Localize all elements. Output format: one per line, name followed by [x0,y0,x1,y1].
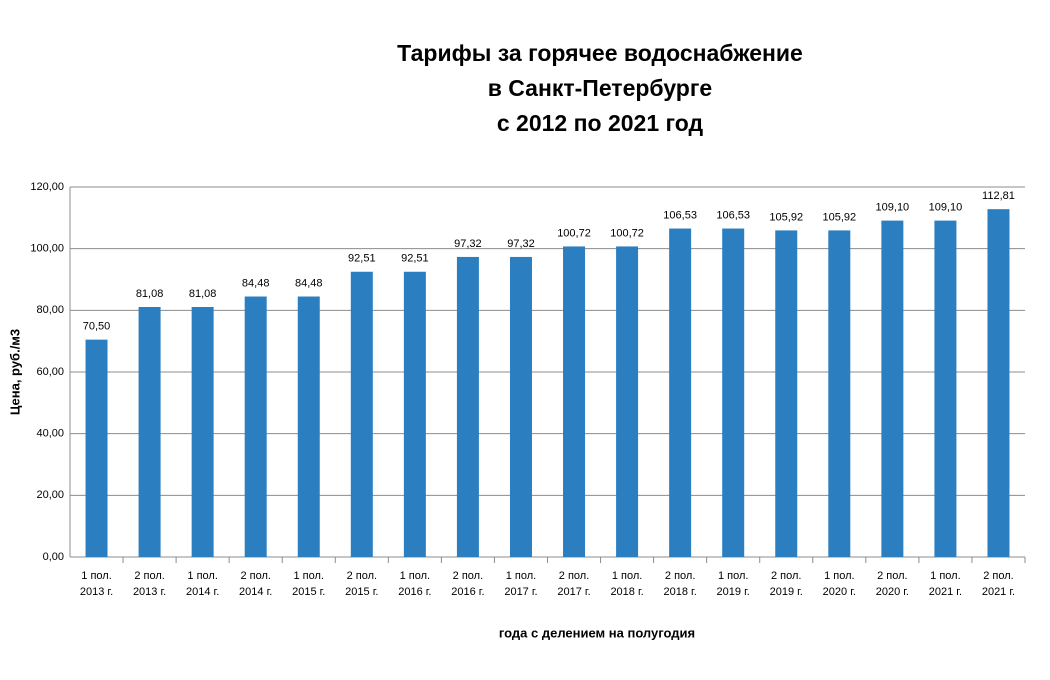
value-label: 109,10 [876,202,910,214]
x-tick-label: 1 пол. [718,570,748,582]
x-tick-label: 2020 г. [823,586,856,598]
x-tick-label: 2014 г. [186,586,219,598]
bar [297,296,320,557]
x-tick-label: 2019 г. [717,586,750,598]
x-tick-label: 1 пол. [506,570,536,582]
bar [350,271,373,557]
y-tick-label: 120,00 [30,181,64,193]
x-tick-label: 2013 г. [133,586,166,598]
bar [509,256,532,557]
x-tick-label: 1 пол. [187,570,217,582]
value-label: 100,72 [610,227,644,239]
bar [828,230,851,557]
x-tick-label: 1 пол. [824,570,854,582]
bar [85,339,108,557]
x-tick-label: 2017 г. [557,586,590,598]
y-tick-label: 40,00 [36,428,64,440]
y-axis-label: Цена, руб./м3 [7,329,22,415]
bar [456,256,479,557]
value-label: 84,48 [295,277,323,289]
x-tick-label: 2 пол. [877,570,907,582]
value-label: 70,50 [83,321,111,333]
bar [987,209,1010,557]
y-tick-label: 60,00 [36,366,64,378]
chart-title: в Санкт-Петербурге [488,75,712,101]
x-tick-label: 2 пол. [771,570,801,582]
x-tick-label: 2016 г. [398,586,431,598]
x-tick-label: 2018 г. [664,586,697,598]
x-tick-label: 2 пол. [240,570,270,582]
bar [563,246,586,558]
y-tick-label: 20,00 [36,489,64,501]
bar [616,246,639,558]
x-tick-label: 1 пол. [400,570,430,582]
x-tick-label: 1 пол. [612,570,642,582]
x-tick-label: 1 пол. [294,570,324,582]
x-tick-label: 2 пол. [347,570,377,582]
value-label: 97,32 [454,238,482,250]
bar [775,230,798,557]
x-tick-label: 2016 г. [451,586,484,598]
bar [191,307,214,557]
value-label: 109,10 [929,202,963,214]
bar [881,220,904,557]
x-tick-label: 2014 г. [239,586,272,598]
x-tick-label: 2019 г. [770,586,803,598]
x-tick-label: 2 пол. [134,570,164,582]
value-label: 100,72 [557,227,591,239]
value-label: 106,53 [663,209,697,221]
bar [669,228,692,557]
chart-title: Тарифы за горячее водоснабжение [397,40,803,66]
x-tick-label: 2017 г. [504,586,537,598]
x-tick-label: 2021 г. [929,586,962,598]
x-tick-label: 2013 г. [80,586,113,598]
value-label: 92,51 [401,253,429,265]
x-tick-label: 2 пол. [983,570,1013,582]
bar [138,307,161,557]
x-tick-label: 2021 г. [982,586,1015,598]
value-label: 81,08 [189,288,217,300]
x-tick-label: 2 пол. [665,570,695,582]
value-label: 106,53 [716,209,750,221]
value-label: 105,92 [769,211,803,223]
x-tick-label: 1 пол. [930,570,960,582]
bar [934,220,957,557]
value-label: 112,81 [982,190,1015,202]
bar [244,296,267,557]
x-axis-label: года с делением на полугодия [499,625,695,640]
chart-title: с 2012 по 2021 год [497,110,704,136]
value-label: 84,48 [242,277,270,289]
x-tick-label: 2 пол. [559,570,589,582]
x-tick-label: 2015 г. [345,586,378,598]
x-tick-label: 2 пол. [453,570,483,582]
value-label: 105,92 [822,211,856,223]
value-label: 81,08 [136,288,164,300]
value-label: 92,51 [348,253,376,265]
bar [722,228,745,557]
x-tick-label: 1 пол. [81,570,111,582]
x-tick-label: 2018 г. [610,586,643,598]
y-tick-label: 0,00 [43,551,64,563]
y-tick-label: 100,00 [30,243,64,255]
bar [403,271,426,557]
x-tick-label: 2020 г. [876,586,909,598]
y-tick-label: 80,00 [36,304,64,316]
x-tick-label: 2015 г. [292,586,325,598]
value-label: 97,32 [507,238,535,250]
